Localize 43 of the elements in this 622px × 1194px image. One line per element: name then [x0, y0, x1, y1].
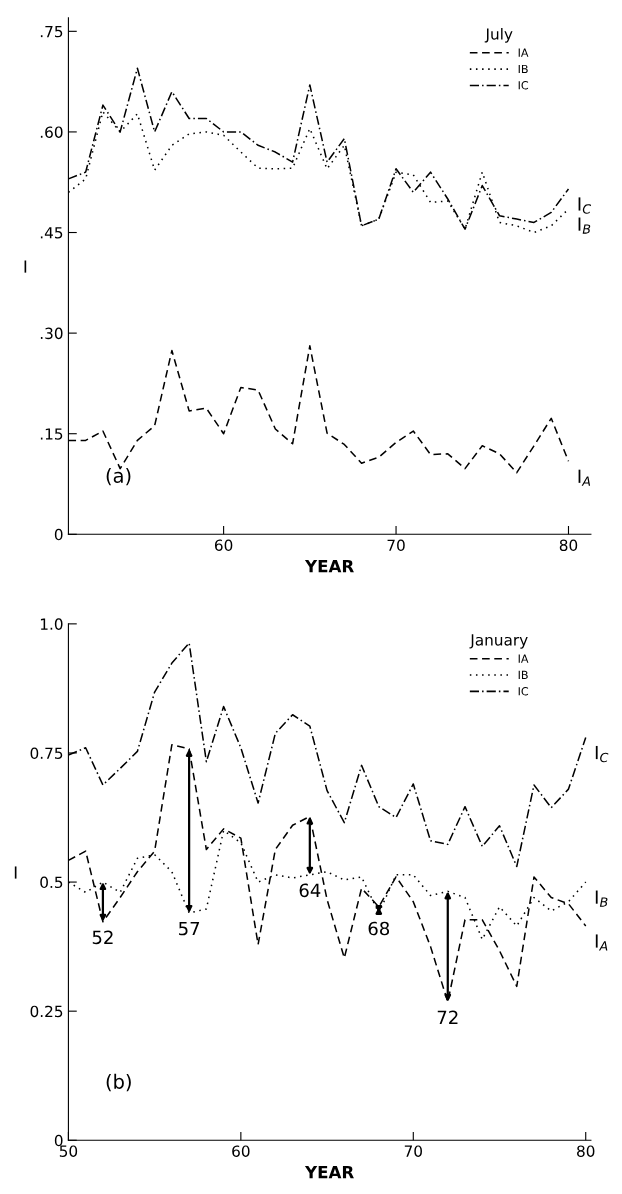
y-tick-label: 0.75: [30, 747, 63, 759]
y-tick-label: 0: [54, 1134, 63, 1147]
x-tick-label: 60: [232, 1145, 250, 1157]
y-tick-label: .75: [40, 25, 63, 38]
x-tick-label: 80: [559, 539, 578, 551]
y-tick-label: .45: [40, 227, 63, 239]
x-axis-title: YEAR: [304, 1165, 354, 1179]
annotation: 52: [92, 930, 113, 945]
annotation: 64: [299, 883, 321, 898]
annotation: 57: [179, 921, 200, 936]
annotation: 68: [368, 921, 390, 936]
legend-label: IA: [518, 48, 529, 57]
y-axis-title: I: [24, 260, 27, 273]
y-tick-label: 0: [54, 528, 63, 541]
y-tick-label: .60: [40, 126, 63, 138]
legend-label: IC: [518, 687, 529, 696]
y-axis-title: I: [14, 866, 17, 879]
annotation: I$_{C}$: [578, 197, 592, 214]
legend-title: July: [484, 27, 513, 43]
y-tick-label: .30: [40, 327, 63, 340]
y-tick-label: 0.5: [40, 876, 63, 889]
x-tick-label: 80: [577, 1145, 595, 1157]
annotation: I$_{A}$: [595, 934, 608, 951]
legend-label: IC: [518, 81, 529, 90]
legend-label: IA: [518, 654, 529, 663]
legend-title: January: [469, 634, 528, 649]
annotation: I$_{B}$: [595, 890, 608, 907]
annotation: (b): [106, 1073, 131, 1092]
annotation: (a): [106, 467, 131, 486]
x-tick-label: 50: [59, 1145, 78, 1157]
y-tick-label: .15: [40, 428, 63, 440]
annotation: 72: [437, 1010, 458, 1024]
x-tick-label: 70: [404, 1145, 422, 1157]
x-tick-label: 60: [214, 539, 233, 551]
legend-label: IB: [518, 64, 528, 73]
x-tick-label: 70: [387, 539, 405, 551]
annotation: I$_{B}$: [578, 217, 591, 234]
annotation: I$_{C}$: [595, 745, 609, 763]
annotation: I$_{A}$: [578, 469, 591, 486]
y-tick-label: 1.0: [40, 618, 63, 630]
x-axis-title: YEAR: [304, 560, 354, 573]
y-tick-label: 0.25: [30, 1005, 63, 1018]
legend-label: IB: [518, 670, 528, 679]
